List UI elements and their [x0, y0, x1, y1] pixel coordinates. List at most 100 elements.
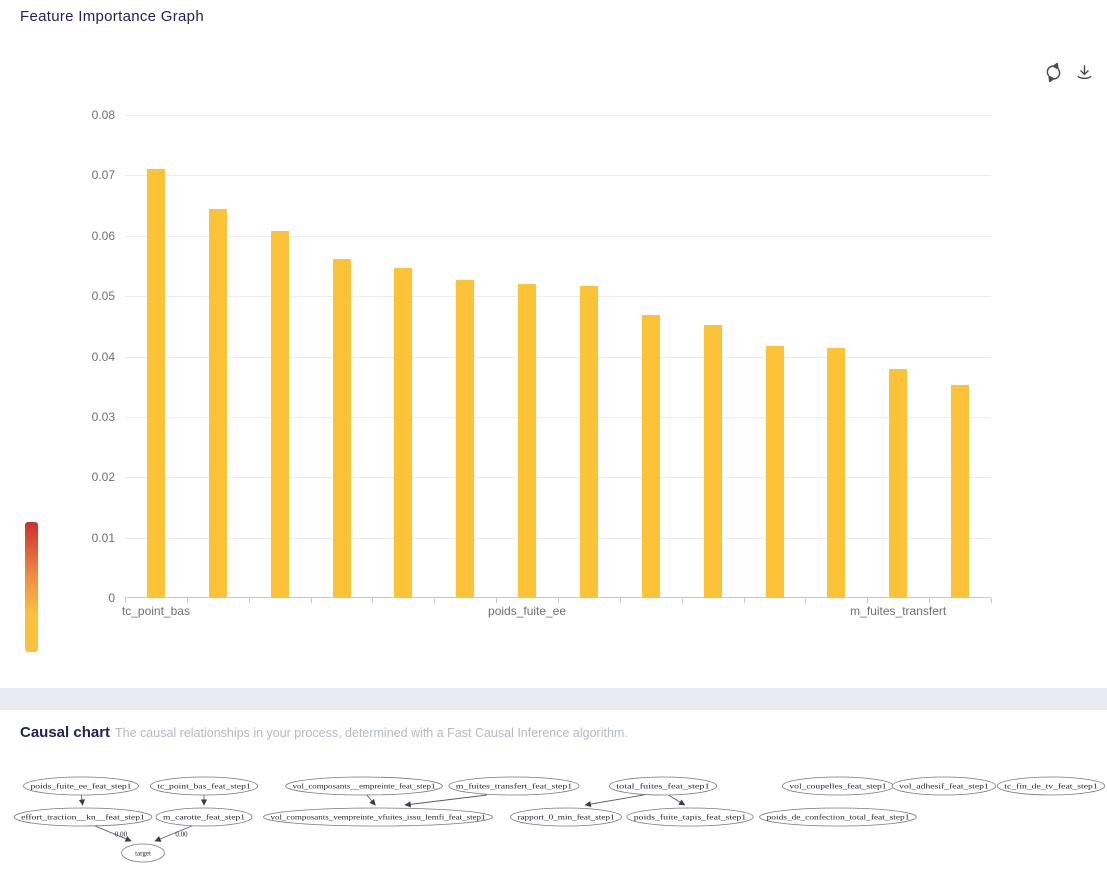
- causal-graph: 0.00 0.00 poids_fuite_ee_feat_step1 tc_poin…: [13, 776, 1106, 863]
- causal-node-label: poids_fuite_ee_feat_step1: [31, 783, 133, 791]
- causal-edge: [154, 825, 192, 842]
- causal-header: Causal chart The causal relationships in …: [20, 724, 628, 742]
- bar[interactable]: [146, 169, 165, 598]
- bar[interactable]: [579, 285, 598, 598]
- causal-title: Causal chart: [20, 724, 111, 741]
- bar[interactable]: [208, 208, 227, 598]
- edge-label: 0.00: [175, 831, 188, 839]
- y-axis-label: 0.08: [91, 108, 115, 122]
- y-axis-label: 0.07: [91, 168, 115, 183]
- causal-node: [285, 776, 443, 796]
- gridline: [125, 537, 991, 539]
- y-axis-label: 0: [108, 591, 115, 605]
- y-axis-label: 0.03: [91, 409, 115, 424]
- causal-node-label: vol_adhesif_feat_step1: [899, 783, 989, 791]
- bar[interactable]: [703, 325, 722, 598]
- x-axis-label: poids_fuite_ee: [488, 604, 567, 618]
- causal-node-label: effort_traction__kn__feat_step1: [21, 814, 145, 822]
- gridline: [125, 175, 991, 177]
- causal-node-label: m_fuites_transfert_feat_step1: [456, 783, 573, 791]
- gridline: [125, 416, 991, 418]
- axis-tick: [619, 598, 621, 603]
- causal-node: [996, 776, 1106, 796]
- axis-tick: [558, 598, 559, 603]
- y-axis-label: 0.04: [91, 349, 115, 364]
- y-axis-label: 0.05: [91, 289, 115, 304]
- causal-subtitle: The causal relationships in your process…: [115, 726, 628, 740]
- refresh-icon: [1044, 62, 1063, 85]
- causal-node-label: tc_point_bas_feat_step1: [157, 783, 251, 791]
- axis-tick: [372, 598, 374, 603]
- section-divider: [0, 688, 1107, 710]
- axis-tick: [310, 598, 312, 603]
- bar[interactable]: [765, 346, 784, 598]
- causal-edge: [78, 794, 86, 806]
- gridline: [125, 115, 991, 116]
- causal-node-label: total_fuites_feat_step1: [616, 783, 710, 791]
- y-axis-label: 0.01: [91, 530, 115, 545]
- causal-node-label: vol_composants__empreinte_feat_step1: [293, 783, 436, 791]
- axis-tick: [743, 598, 745, 603]
- causal-edge: [668, 794, 686, 806]
- chart-actions: [1042, 62, 1095, 85]
- axis-tick: [681, 598, 683, 603]
- causal-node-label: vol_composants_vempreinte_vfuites_issu_l…: [271, 814, 487, 822]
- bar[interactable]: [456, 279, 475, 598]
- causal-node: [509, 807, 622, 827]
- download-icon: [1075, 63, 1094, 85]
- causal-edge: [366, 794, 376, 806]
- axis-tick: [186, 598, 188, 603]
- causal-node: [263, 807, 493, 827]
- axis-tick: [434, 598, 436, 603]
- causal-node: [626, 807, 754, 827]
- causal-node: [448, 776, 580, 796]
- axis-tick: [991, 598, 992, 603]
- causal-edge: [584, 794, 644, 808]
- causal-edge: [94, 825, 132, 842]
- feature-importance-card: Feature Importance Graph: [20, 8, 1095, 652]
- causal-node: [23, 776, 139, 796]
- y-axis-label: 0.06: [91, 228, 115, 243]
- causal-node: [608, 776, 718, 796]
- axis-tick: [805, 598, 807, 603]
- bar[interactable]: [270, 230, 289, 598]
- page-title: Feature Importance Graph: [20, 8, 204, 25]
- causal-node-label: vol_coupelles_feat_step1: [789, 783, 887, 791]
- causal-edge: [404, 794, 487, 808]
- bar-chart-plot: 0 0.01 0.02 0.03 0.04 0.05 0.06 0.07 0.08 tc_poin…: [92, 108, 992, 618]
- bar[interactable]: [394, 268, 413, 598]
- causal-node-label: tc_fin_de_tv_feat_step1: [1004, 783, 1098, 791]
- axis-tick: [867, 598, 869, 603]
- causal-node: [121, 843, 165, 863]
- causal-node-label: target: [135, 850, 151, 858]
- edge-label: 0.00: [115, 831, 128, 839]
- axis-tick: [125, 598, 126, 603]
- download-button[interactable]: [1073, 63, 1095, 85]
- causal-node-label: rapport_0_min_feat_step1: [517, 814, 615, 822]
- causal-node: [759, 807, 917, 827]
- causal-node: [13, 807, 153, 827]
- bar[interactable]: [889, 368, 908, 598]
- y-axis-label: 0.02: [91, 470, 115, 485]
- refresh-button[interactable]: [1042, 62, 1064, 85]
- axis-tick: [929, 598, 931, 603]
- bar[interactable]: [332, 258, 351, 598]
- causal-node: [155, 807, 253, 827]
- gridline: [125, 296, 991, 298]
- bar[interactable]: [951, 384, 970, 598]
- gridline: [125, 235, 991, 237]
- causal-chart-card: Causal chart The causal relationships in …: [0, 710, 1107, 871]
- causal-node: [891, 776, 997, 796]
- causal-node-label: poids_de_confection_total_feat_step1: [767, 814, 910, 822]
- importance-colorbar: [25, 522, 38, 652]
- x-axis-label: tc_point_bas: [121, 604, 190, 618]
- axis-tick: [248, 598, 250, 603]
- causal-node-label: m_carotte_feat_step1: [163, 814, 246, 822]
- causal-node: [149, 776, 259, 796]
- gridline: [125, 477, 991, 479]
- axis-tick: [496, 598, 498, 603]
- bar[interactable]: [641, 315, 660, 598]
- bar[interactable]: [827, 348, 846, 598]
- causal-node-label: poids_fuite_tapis_feat_step1: [634, 814, 747, 822]
- bar[interactable]: [518, 284, 537, 598]
